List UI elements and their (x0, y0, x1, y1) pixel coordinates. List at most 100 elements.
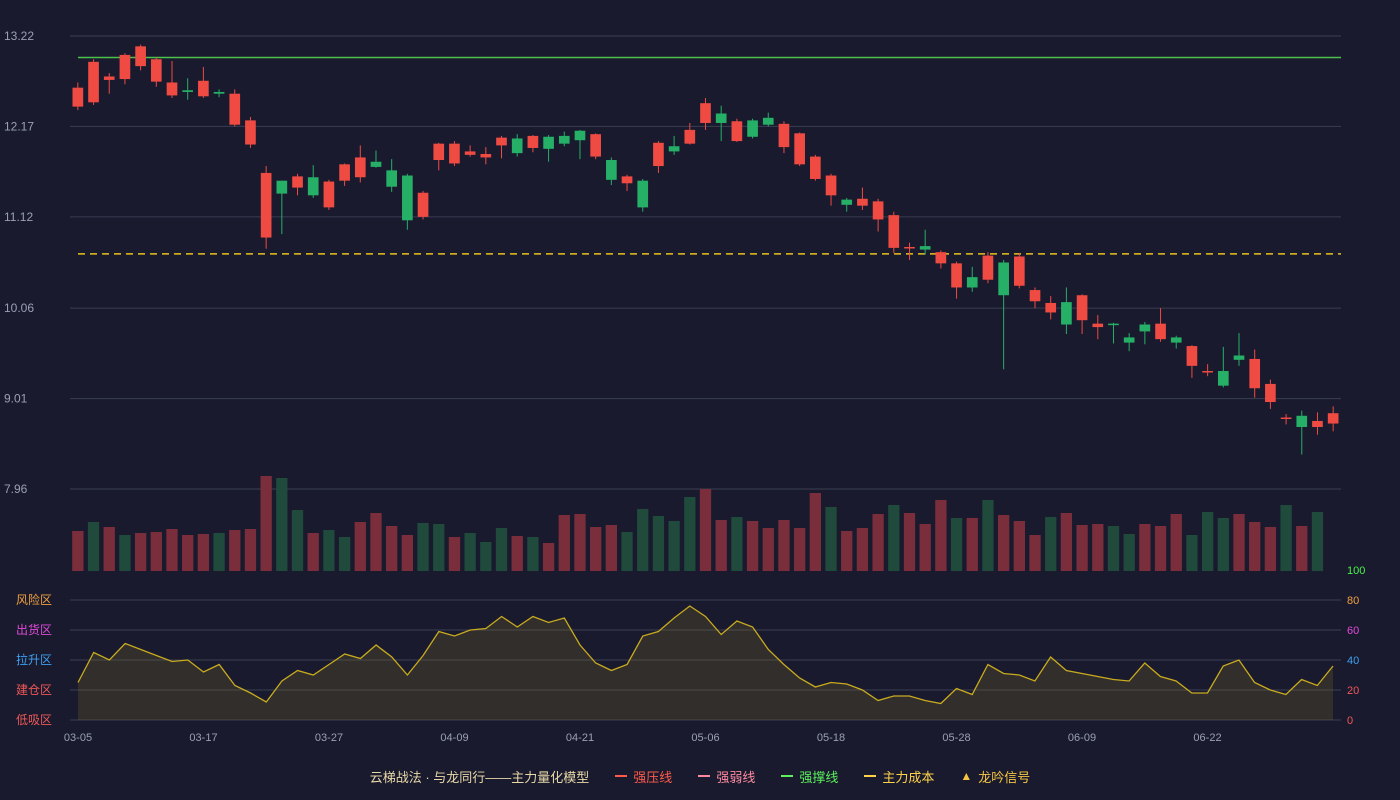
volume-bar (762, 528, 774, 571)
volume-bar (417, 523, 429, 571)
volume-bar (134, 533, 147, 571)
y-tick-label-4: 9.01 (4, 392, 28, 406)
candle-body (1249, 358, 1261, 389)
legend-label-pressure-line: 强压线 (633, 769, 673, 785)
legend-strength-line-icon (698, 775, 711, 777)
x-tick-label-1: 03-17 (189, 732, 217, 744)
volume-bar (260, 476, 272, 571)
legend-item-pressure-line[interactable]: 强压线 (615, 767, 672, 786)
volume-bar (464, 533, 476, 571)
candle-body (135, 46, 146, 67)
legend-item-support-line[interactable]: 强撑线 (781, 767, 838, 786)
volume-bar (244, 529, 257, 571)
candle-body (496, 137, 507, 146)
candle-body (684, 129, 696, 144)
x-tick-label-9: 06-22 (1193, 732, 1221, 744)
candle-body (919, 246, 931, 250)
candle-body (464, 151, 476, 155)
candle-body (904, 246, 915, 249)
candle-body (543, 136, 554, 149)
osc-tick-label-3: 40 (1347, 655, 1359, 667)
volume-bar (291, 510, 304, 571)
volume-bar (511, 536, 523, 571)
y-tick-label-0: 13.22 (4, 29, 34, 43)
volume-bar (966, 518, 978, 571)
legend-label-dragon-signal: 龙吟信号 (978, 769, 1031, 785)
volume-bar (166, 529, 178, 571)
volume-bar (841, 531, 853, 571)
volume-bar (480, 542, 492, 571)
candle-body (323, 181, 335, 208)
volume-bar (684, 497, 696, 571)
osc-tick-label-1: 80 (1347, 595, 1359, 607)
volume-bar (1060, 513, 1073, 571)
volume-bar (1280, 505, 1292, 571)
volume-bar (338, 537, 351, 571)
candle-body (417, 192, 429, 217)
candle-body (527, 135, 539, 148)
legend-main-cost-icon (864, 775, 877, 777)
volume-bar (1107, 526, 1120, 571)
volume-bar (229, 530, 241, 571)
osc-tick-label-4: 20 (1347, 685, 1359, 697)
volume-bar (1123, 534, 1135, 571)
volume-bar (558, 515, 570, 571)
volume-bar (433, 524, 445, 571)
volume-bar (1139, 524, 1151, 571)
volume-bar (903, 513, 916, 571)
candle-body (386, 170, 398, 187)
volume-bar (197, 534, 210, 571)
volume-bars (72, 476, 1324, 571)
legend-item-dragon-signal[interactable]: ▲ 龙吟信号 (960, 767, 1030, 786)
volume-bar (746, 521, 759, 571)
volume-bar (323, 530, 335, 571)
osc-tick-label-5: 0 (1347, 715, 1353, 727)
osc-zone-label-3: 建仓区 (16, 683, 52, 697)
legend-label-support-line: 强撑线 (799, 769, 839, 785)
volume-bar (72, 531, 84, 571)
candle-body (88, 61, 99, 103)
osc-tick-label-0: 100 (1347, 565, 1365, 577)
volume-bar (1233, 514, 1245, 571)
candle-body (229, 93, 241, 125)
volume-bar (87, 522, 100, 571)
volume-bar (1170, 514, 1182, 571)
volume-bar (699, 489, 712, 571)
volume-bar (1217, 518, 1229, 571)
candle-body (998, 262, 1009, 296)
volume-bar (448, 537, 461, 571)
legend-pressure-line-icon (615, 775, 628, 777)
volume-bar (825, 507, 837, 571)
candle-body (182, 90, 194, 92)
candle-body (1029, 290, 1041, 302)
legend-item-strength-line[interactable]: 强弱线 (698, 767, 755, 786)
volume-bar (1154, 526, 1167, 571)
candle-body (668, 146, 680, 152)
candle-body (653, 142, 664, 167)
candle-body (103, 76, 115, 80)
y-tick-label-1: 12.17 (4, 119, 34, 133)
legend-label-main-cost: 主力成本 (882, 769, 935, 785)
candle-body (370, 161, 382, 167)
candle-body (574, 130, 586, 141)
volume-bar (574, 514, 586, 571)
volume-bar (1013, 521, 1025, 571)
volume-bar (276, 478, 288, 571)
candle-body (433, 143, 445, 161)
candle-body (1233, 355, 1245, 360)
candle-body (1045, 302, 1057, 313)
volume-bar (872, 514, 884, 571)
volume-bar (793, 528, 806, 571)
x-tick-label-3: 04-09 (440, 732, 468, 744)
legend-item-main-cost[interactable]: 主力成本 (864, 767, 934, 786)
candle-body (402, 175, 413, 221)
volume-bar (103, 527, 115, 571)
osc-zone-label-2: 拉升区 (16, 652, 52, 667)
volume-bar (621, 532, 633, 571)
volume-bar (935, 500, 947, 571)
volume-bar (401, 535, 414, 571)
candle-body (245, 120, 256, 145)
osc-zone-label-4: 低吸区 (16, 713, 52, 727)
volume-bar (637, 509, 649, 571)
candle-body (841, 199, 853, 205)
